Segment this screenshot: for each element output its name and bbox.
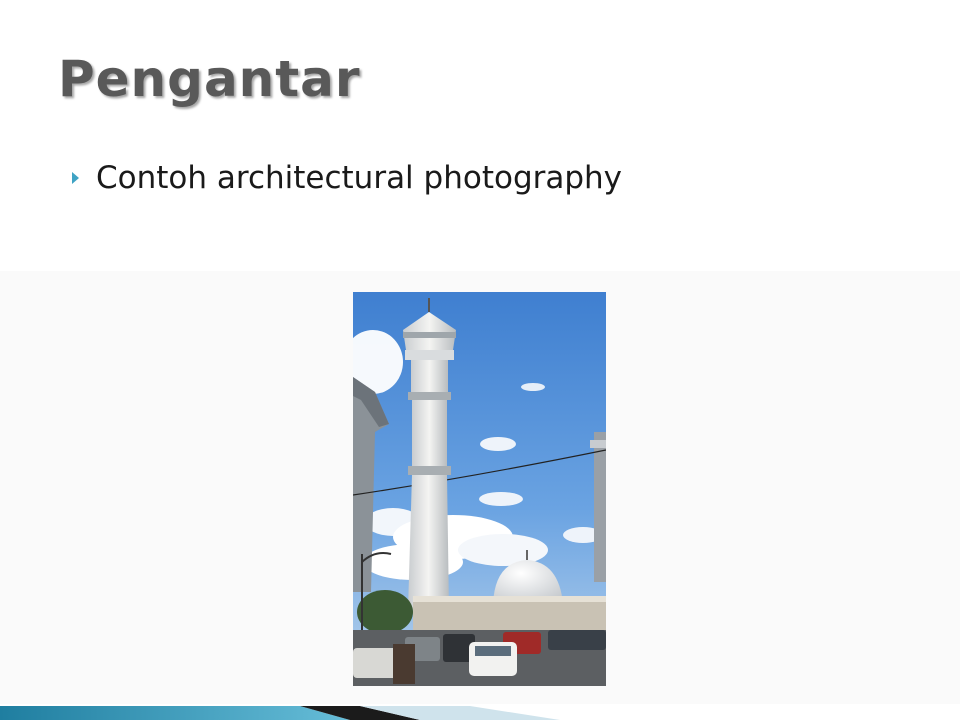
mosque-minaret-photo	[353, 292, 606, 686]
footer-accent-bar	[0, 702, 960, 720]
slide-title: Pengantar	[58, 50, 361, 108]
bullet-text: Contoh architectural photography	[96, 160, 623, 196]
triangle-right-icon	[72, 172, 79, 184]
bullet-item: Contoh architectural photography	[72, 160, 622, 196]
